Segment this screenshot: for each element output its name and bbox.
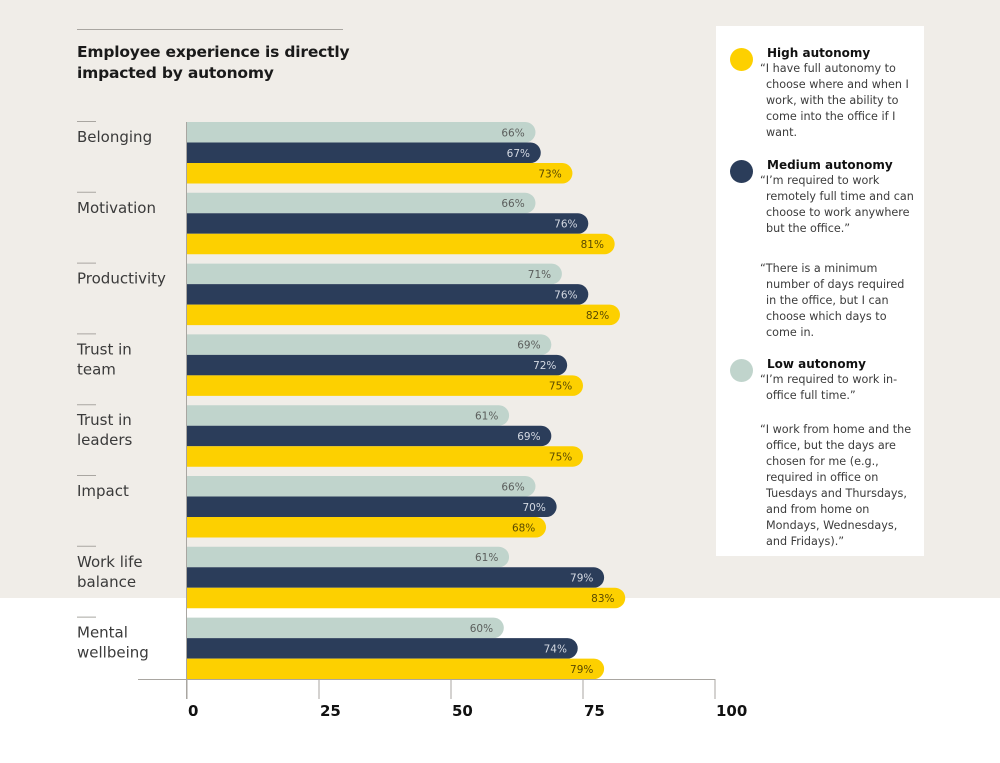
bar-medium (187, 284, 589, 305)
value-label: 66% (501, 198, 524, 210)
value-label: 79% (570, 573, 593, 585)
value-label: 83% (591, 593, 614, 605)
category-label: Impact (77, 482, 129, 500)
x-tick-label: 25 (320, 702, 341, 720)
legend-title: Medium autonomy (767, 158, 893, 172)
value-label: 75% (549, 381, 572, 393)
category-label-line: Trust in (76, 340, 132, 358)
category-label-line: team (77, 360, 116, 378)
bar-high (187, 304, 620, 326)
bar-medium (187, 425, 552, 447)
category-label-line: Impact (77, 482, 129, 500)
legend-quote: “I work from home and the office, but th… (760, 423, 912, 548)
category-label: Trust in leaders (76, 411, 133, 449)
x-tick-label: 100 (716, 702, 747, 720)
legend-swatch-medium (730, 160, 753, 183)
legend-quote: “There is a minimum number of days requi… (760, 262, 905, 339)
bar-low (187, 405, 510, 426)
legend-quote: “I have full autonomy to choose where an… (760, 62, 909, 139)
legend-title: High autonomy (767, 46, 871, 60)
value-label: 61% (475, 552, 498, 564)
value-label: 76% (554, 219, 577, 231)
legend-quote: “I’m required to work remotely full time… (760, 174, 914, 235)
category-label: Belonging (77, 128, 152, 146)
title-rule (77, 29, 343, 30)
legend-panel: High autonomy “I have full autonomy to ch… (716, 26, 924, 556)
bar-high (187, 587, 626, 609)
value-label: 61% (475, 410, 498, 422)
bar-high (187, 375, 583, 396)
value-label: 79% (570, 664, 593, 676)
bar-low (187, 546, 510, 568)
bar-medium (187, 638, 578, 659)
value-label: 66% (501, 481, 524, 493)
category-label-line: Work life (77, 553, 143, 571)
bar-medium (187, 567, 605, 588)
bar-low (187, 122, 536, 143)
x-tick-label: 75 (584, 702, 605, 720)
bar-low (187, 263, 562, 285)
legend-title: Low autonomy (767, 357, 866, 371)
bar-high (187, 163, 573, 184)
value-label: 75% (549, 451, 572, 463)
legend-swatch-high (730, 48, 753, 71)
value-label: 69% (517, 431, 540, 443)
category-label-line: Trust in (76, 411, 132, 429)
legend-quote: “I’m required to work in-office full tim… (760, 373, 898, 402)
x-tick-label: 50 (452, 702, 473, 720)
value-label: 69% (517, 340, 540, 352)
value-label: 81% (581, 239, 604, 251)
category-label: Productivity (77, 270, 166, 288)
value-label: 74% (544, 643, 567, 655)
bar-high (187, 233, 615, 255)
category-label-line: Productivity (77, 270, 166, 288)
value-label: 73% (538, 168, 561, 180)
value-label: 70% (523, 502, 546, 514)
category-label-line: balance (77, 573, 136, 591)
category-label: Mental wellbeing (77, 624, 149, 662)
legend-swatch-low (730, 359, 753, 382)
value-label: 76% (554, 289, 577, 301)
bar-high (187, 658, 605, 680)
bar-medium (187, 142, 541, 163)
bar-low (187, 334, 552, 355)
value-label: 66% (501, 127, 524, 139)
bar-low (187, 617, 504, 639)
bar-medium (187, 496, 557, 517)
bar-medium (187, 213, 589, 234)
value-label: 71% (528, 269, 551, 281)
category-label-line: Belonging (77, 128, 152, 146)
chart-title: Employee experience is directly impacted… (77, 43, 350, 82)
value-label: 67% (507, 148, 530, 160)
bar-low (187, 192, 536, 214)
value-label: 72% (533, 360, 556, 372)
value-label: 68% (512, 522, 535, 534)
category-label-line: Mental (77, 624, 128, 642)
value-label: 60% (470, 623, 493, 635)
bar-high (187, 517, 547, 538)
category-label-line: wellbeing (77, 644, 149, 662)
category-label-line: leaders (77, 431, 133, 449)
bar-low (187, 476, 536, 497)
x-tick-label: 0 (188, 702, 198, 720)
bar-high (187, 446, 583, 467)
category-label-line: Motivation (77, 199, 156, 217)
category-label: Motivation (77, 199, 156, 217)
bar-medium (187, 354, 568, 376)
category-label: Trust in team (76, 340, 132, 378)
category-label: Work life balance (77, 553, 143, 591)
value-label: 82% (586, 310, 609, 322)
